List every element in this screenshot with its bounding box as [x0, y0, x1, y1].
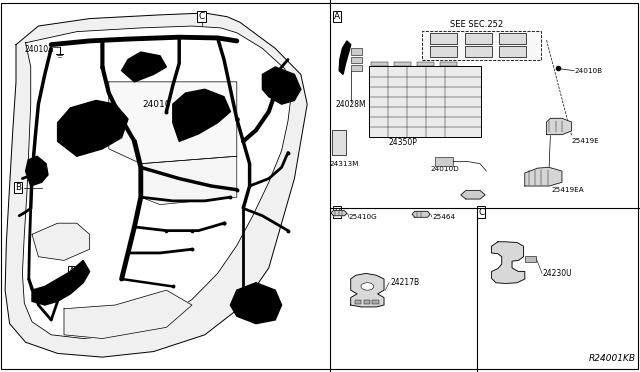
- FancyBboxPatch shape: [430, 33, 457, 44]
- FancyBboxPatch shape: [499, 46, 526, 57]
- Polygon shape: [32, 260, 90, 305]
- Text: B: B: [15, 183, 21, 192]
- Text: 24313M: 24313M: [330, 161, 359, 167]
- Polygon shape: [412, 211, 430, 217]
- FancyBboxPatch shape: [430, 46, 457, 57]
- FancyBboxPatch shape: [332, 130, 346, 155]
- FancyBboxPatch shape: [465, 33, 492, 44]
- FancyBboxPatch shape: [394, 62, 411, 66]
- Text: 25410G: 25410G: [349, 214, 378, 220]
- Polygon shape: [173, 89, 230, 141]
- FancyBboxPatch shape: [355, 300, 361, 304]
- Polygon shape: [492, 242, 525, 283]
- Polygon shape: [331, 211, 347, 216]
- FancyBboxPatch shape: [499, 33, 526, 44]
- Polygon shape: [141, 156, 237, 205]
- Polygon shape: [32, 223, 90, 260]
- FancyBboxPatch shape: [364, 300, 370, 304]
- Polygon shape: [461, 190, 485, 199]
- Polygon shape: [122, 52, 166, 82]
- Text: 25464: 25464: [432, 214, 455, 220]
- Text: R24001KB: R24001KB: [589, 354, 636, 363]
- Text: A: A: [334, 12, 340, 21]
- FancyBboxPatch shape: [351, 48, 362, 55]
- FancyBboxPatch shape: [435, 157, 453, 166]
- FancyBboxPatch shape: [417, 62, 434, 66]
- Text: 24010A: 24010A: [24, 45, 54, 54]
- Text: C: C: [198, 12, 205, 21]
- Text: 24010: 24010: [143, 100, 171, 109]
- Text: SEE SEC.252: SEE SEC.252: [450, 20, 504, 29]
- Polygon shape: [22, 26, 291, 339]
- FancyBboxPatch shape: [440, 62, 457, 66]
- Text: C: C: [478, 208, 484, 217]
- Polygon shape: [547, 118, 572, 135]
- FancyBboxPatch shape: [351, 57, 362, 63]
- Polygon shape: [109, 82, 237, 164]
- Polygon shape: [58, 100, 128, 156]
- Polygon shape: [351, 273, 384, 307]
- Text: 25419E: 25419E: [572, 138, 599, 144]
- FancyBboxPatch shape: [422, 31, 541, 60]
- Polygon shape: [230, 283, 282, 324]
- Text: 24217B: 24217B: [390, 278, 420, 287]
- Polygon shape: [26, 156, 48, 186]
- FancyBboxPatch shape: [369, 66, 481, 137]
- FancyBboxPatch shape: [372, 300, 379, 304]
- Polygon shape: [5, 13, 307, 357]
- Text: 24010D: 24010D: [431, 166, 459, 172]
- Text: A: A: [68, 267, 75, 276]
- Polygon shape: [262, 67, 301, 104]
- Polygon shape: [525, 167, 562, 186]
- FancyBboxPatch shape: [465, 46, 492, 57]
- Polygon shape: [64, 290, 192, 339]
- Circle shape: [361, 283, 374, 290]
- FancyBboxPatch shape: [351, 65, 362, 71]
- Text: 24230U: 24230U: [543, 269, 572, 278]
- Text: 24350P: 24350P: [388, 138, 418, 147]
- FancyBboxPatch shape: [525, 256, 536, 262]
- Text: B: B: [334, 208, 340, 217]
- Text: 24010B: 24010B: [575, 68, 603, 74]
- Polygon shape: [339, 41, 351, 74]
- Text: 24028M: 24028M: [335, 100, 366, 109]
- Text: 25419EA: 25419EA: [552, 187, 584, 193]
- FancyBboxPatch shape: [371, 62, 388, 66]
